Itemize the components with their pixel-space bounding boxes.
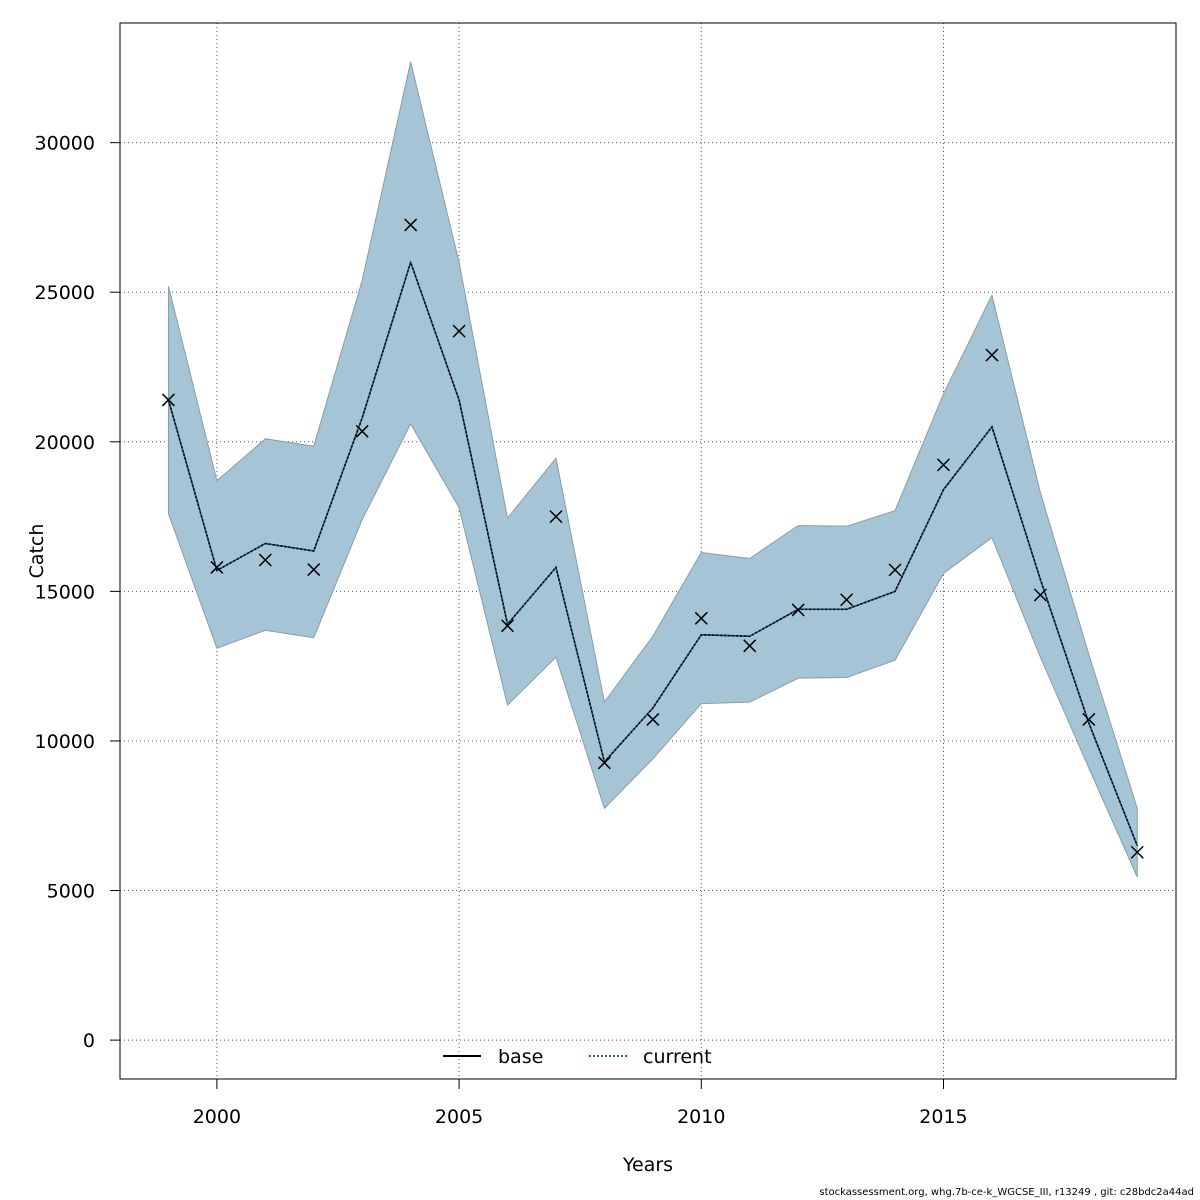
observation-marker	[694, 611, 708, 625]
observation-marker-stroke	[500, 619, 515, 633]
confidence-band-area	[167, 61, 1138, 878]
footer-note: stockassessment.org, whg.7b-ce-k_WGCSE_I…	[819, 1187, 1194, 1198]
confidence-band	[167, 61, 1138, 878]
observation-marker	[1033, 588, 1047, 602]
observation-marker-stroke	[791, 603, 805, 617]
observation-marker-stroke	[888, 563, 902, 577]
observation-marker-stroke	[936, 458, 951, 472]
observation-marker-stroke	[452, 324, 466, 338]
observation-marker-stroke	[646, 712, 660, 726]
x-tick-label: 2005	[435, 1106, 483, 1128]
observation-marker	[404, 218, 418, 232]
observation-marker	[791, 603, 805, 617]
observation-marker	[646, 712, 660, 726]
observation-marker-stroke	[597, 756, 611, 770]
observation-marker-stroke	[404, 218, 418, 232]
x-tick-label: 2015	[919, 1106, 967, 1128]
x-axis-title: Years	[622, 1154, 673, 1176]
x-tick-label: 2000	[193, 1106, 241, 1128]
series-lines	[167, 259, 1138, 846]
observation-marker	[840, 593, 854, 607]
observation-marker-stroke	[258, 553, 272, 567]
observation-marker	[936, 458, 951, 472]
axes: 2000 2005 2010 2015 0 5000 10000 15000 20000 2500…	[35, 133, 968, 1128]
observation-marker	[1082, 712, 1096, 726]
observation-marker-stroke	[307, 563, 321, 577]
observation-marker	[743, 639, 757, 653]
observation-marker	[985, 348, 999, 362]
observation-marker	[161, 393, 175, 407]
observation-marker	[549, 510, 563, 524]
y-tick-label: 30000	[35, 133, 95, 155]
observation-marker	[258, 553, 272, 567]
observation-marker-stroke	[355, 424, 369, 438]
observation-marker-stroke	[161, 393, 175, 407]
plot-frame	[119, 22, 1177, 1080]
observation-marker-stroke	[743, 639, 757, 653]
observation-marker-stroke	[1033, 588, 1047, 602]
observation-marker	[355, 424, 369, 438]
observation-marker	[452, 324, 466, 338]
y-axis-title: Catch	[26, 524, 48, 579]
observation-marker	[210, 560, 224, 574]
observation-marker-stroke	[1130, 845, 1144, 859]
observation-marker	[307, 563, 321, 577]
y-tick-label: 25000	[35, 282, 95, 304]
observation-marker	[888, 563, 902, 577]
y-tick-label: 10000	[35, 731, 95, 753]
observation-marker	[500, 619, 515, 633]
observation-marker	[597, 756, 611, 770]
observation-marker-stroke	[985, 348, 999, 362]
legend-label-current: current	[643, 1046, 712, 1068]
legend: base current	[443, 1046, 712, 1068]
y-tick-label: 20000	[35, 432, 95, 454]
legend-label-base: base	[498, 1046, 543, 1068]
series-line-current-accent	[167, 260, 1138, 846]
x-tick-label: 2010	[677, 1106, 725, 1128]
series-line-current	[167, 259, 1138, 846]
observation-marker	[1130, 845, 1144, 859]
grid	[120, 23, 1176, 1079]
observation-marker-stroke	[210, 560, 224, 574]
y-tick-label: 5000	[47, 881, 95, 903]
y-tick-label: 15000	[35, 581, 95, 603]
observation-marker-stroke	[694, 611, 708, 625]
observation-marker-stroke	[549, 510, 563, 524]
y-tick-label: 0	[83, 1030, 95, 1052]
observation-marker-stroke	[840, 593, 854, 607]
observation-markers	[161, 218, 1144, 859]
observation-marker-stroke	[1082, 712, 1096, 726]
